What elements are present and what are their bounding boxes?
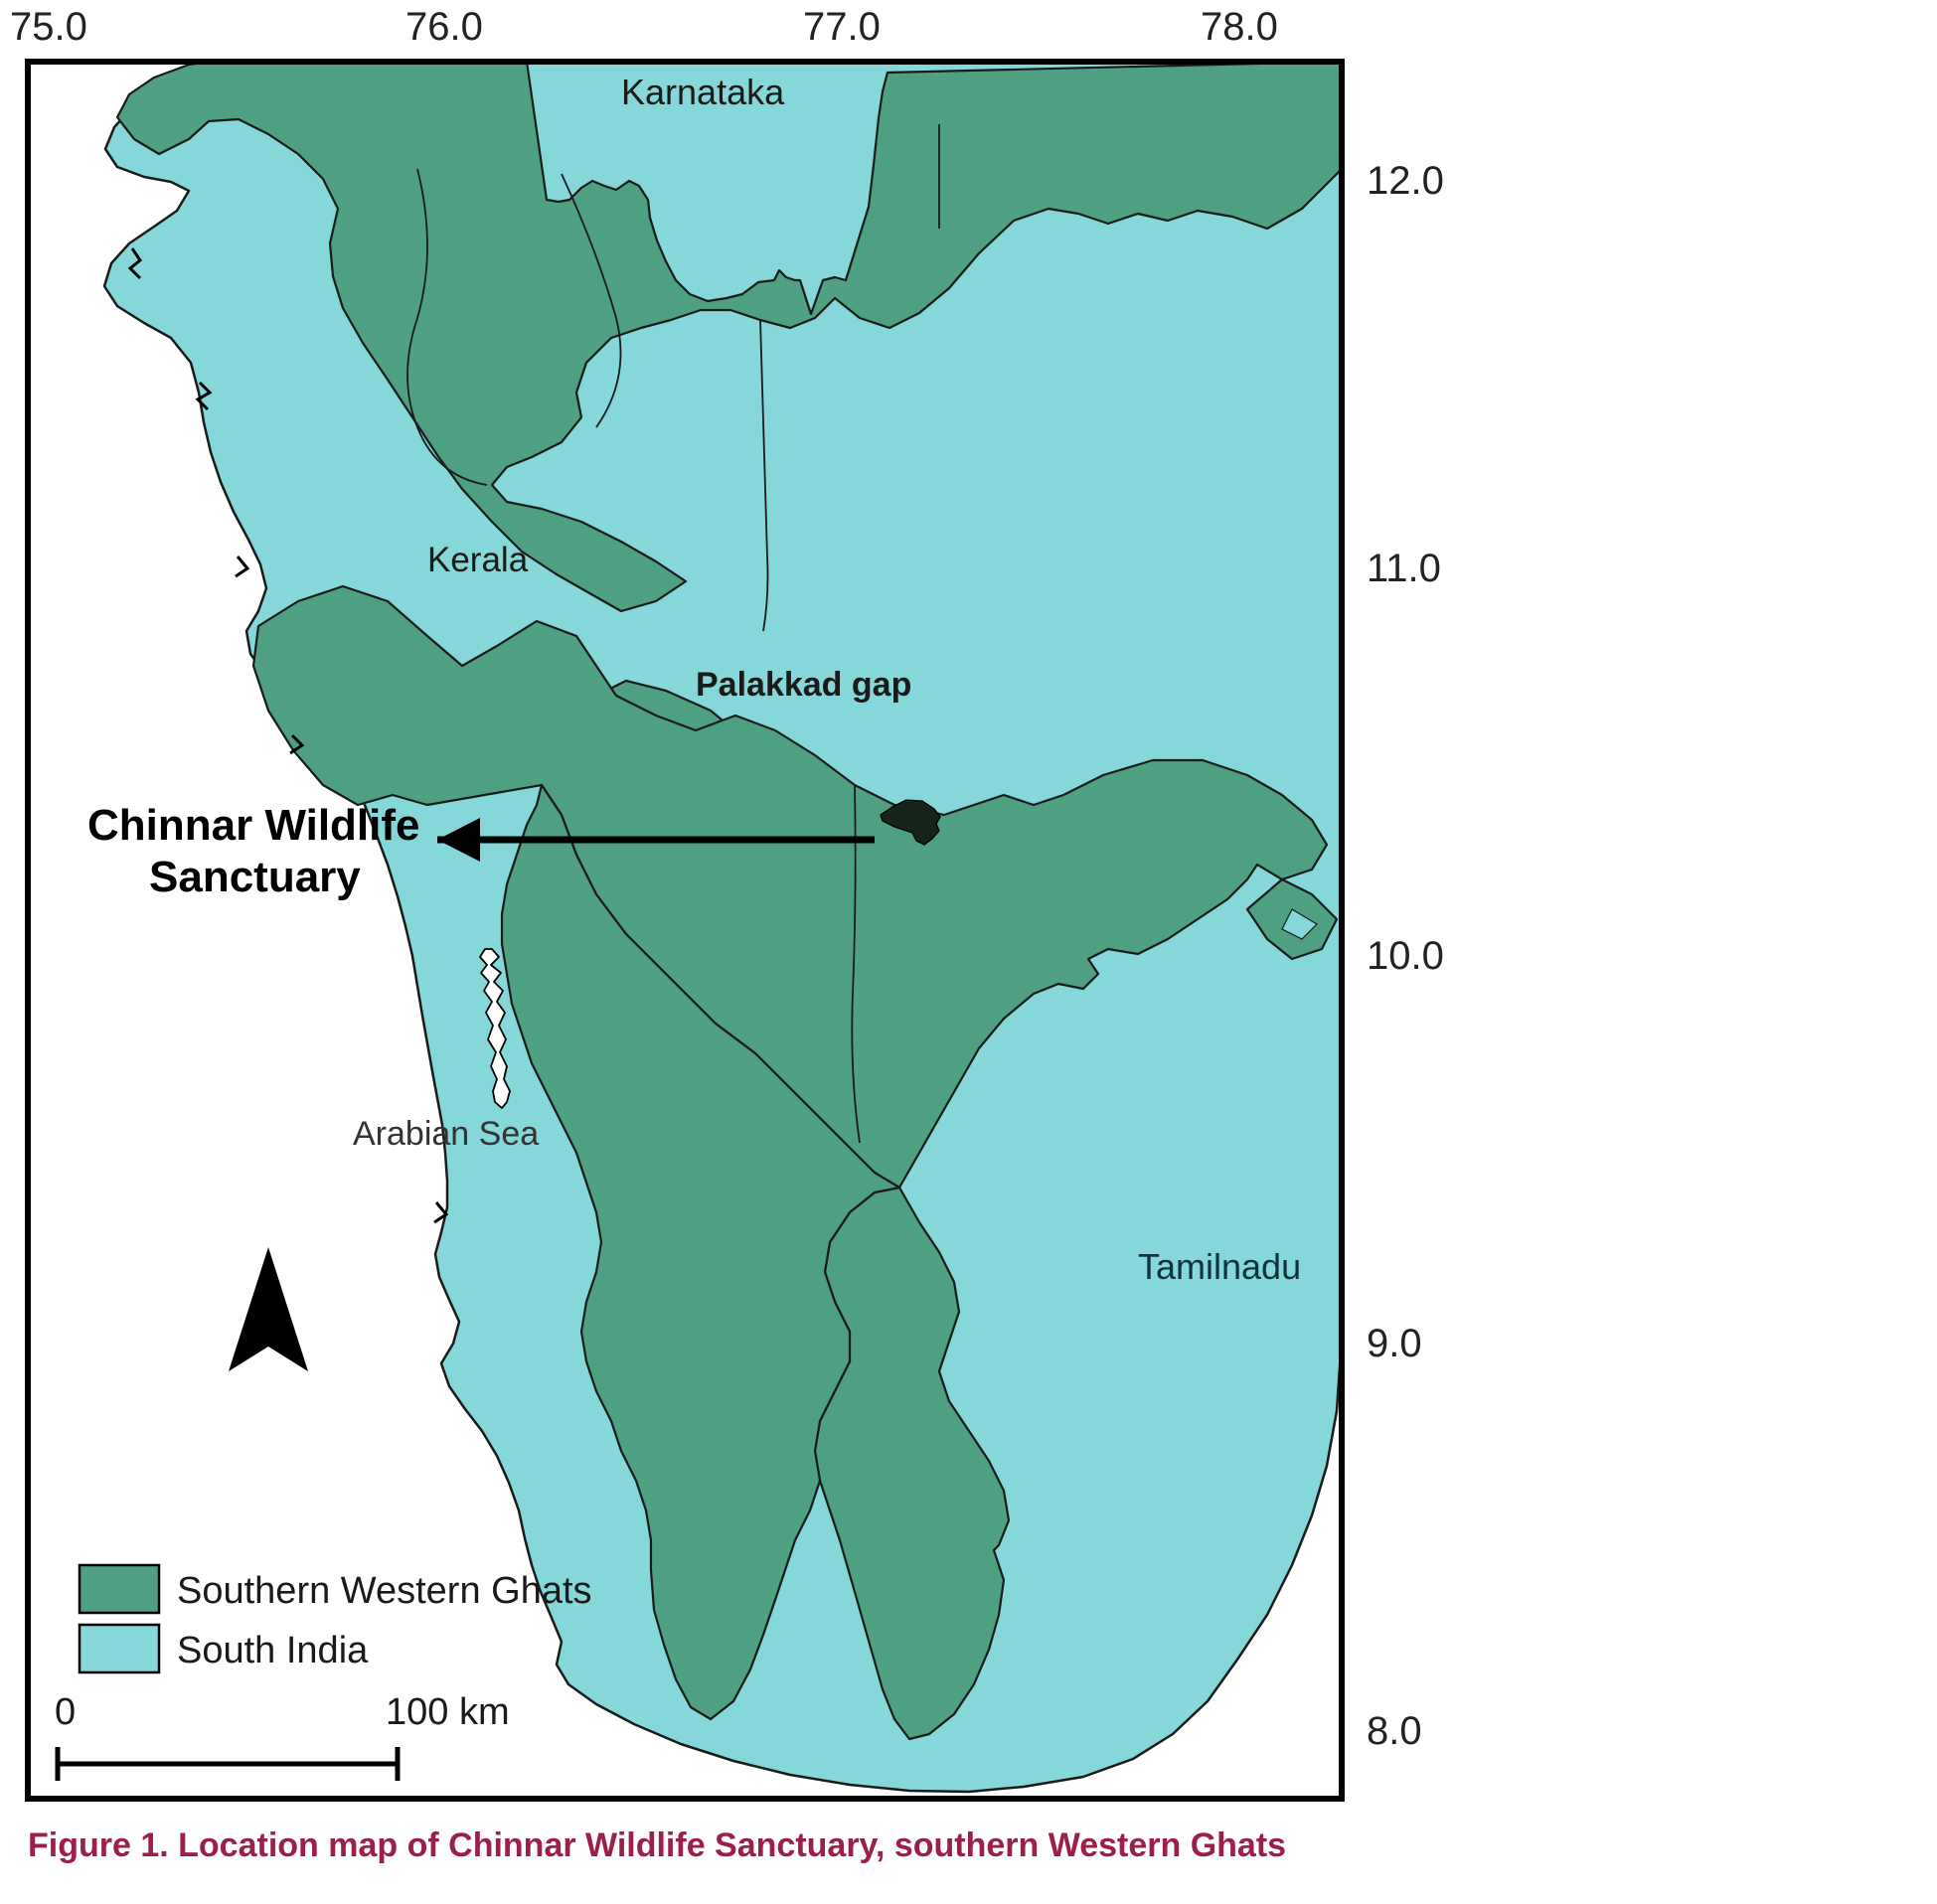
svg-text:South India: South India xyxy=(177,1630,369,1671)
svg-text:8.0: 8.0 xyxy=(1367,1709,1422,1753)
svg-text:9.0: 9.0 xyxy=(1367,1322,1422,1365)
svg-text:75.0: 75.0 xyxy=(10,5,87,49)
svg-text:12.0: 12.0 xyxy=(1367,159,1444,203)
svg-text:Karnataka: Karnataka xyxy=(621,72,785,112)
svg-text:78.0: 78.0 xyxy=(1201,5,1278,49)
svg-text:100 km: 100 km xyxy=(386,1691,510,1733)
svg-text:77.0: 77.0 xyxy=(803,5,881,49)
svg-text:Southern Western Ghats: Southern Western Ghats xyxy=(177,1570,592,1612)
svg-text:76.0: 76.0 xyxy=(405,5,483,49)
svg-text:Kerala: Kerala xyxy=(427,541,529,579)
svg-text:Arabian Sea: Arabian Sea xyxy=(353,1115,539,1153)
svg-text:Tamilnadu: Tamilnadu xyxy=(1138,1246,1301,1287)
svg-text:Palakkad gap: Palakkad gap xyxy=(696,666,911,704)
svg-text:11.0: 11.0 xyxy=(1367,547,1441,590)
svg-text:Chinnar Wildlife: Chinnar Wildlife xyxy=(87,801,420,850)
svg-text:0: 0 xyxy=(55,1691,76,1733)
svg-text:Sanctuary: Sanctuary xyxy=(149,853,361,901)
svg-text:10.0: 10.0 xyxy=(1367,934,1444,978)
